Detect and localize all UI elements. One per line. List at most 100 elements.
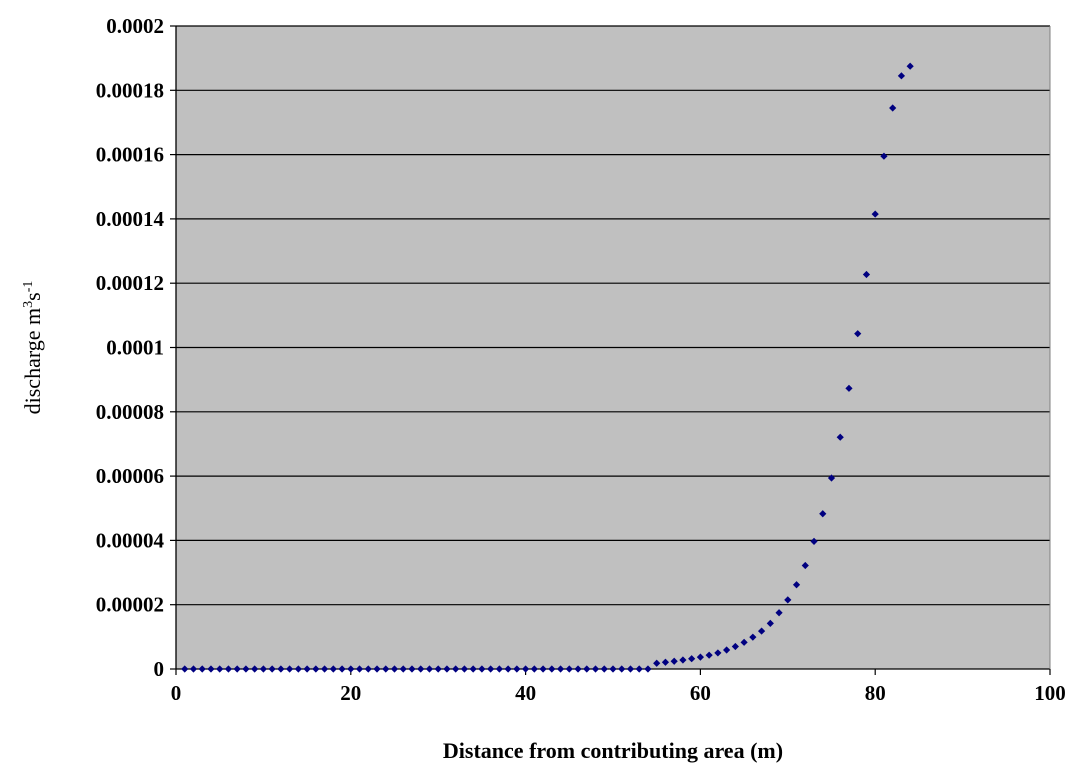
data-point [294, 665, 302, 673]
data-point [434, 665, 442, 673]
data-point [277, 665, 285, 673]
y-tick-label: 0.00008 [96, 400, 164, 424]
y-tick-label: 0.00014 [96, 207, 165, 231]
data-point [609, 665, 617, 673]
data-point [827, 474, 836, 482]
data-point [224, 665, 233, 673]
data-point [286, 665, 294, 673]
y-tick-label: 0.00006 [96, 464, 164, 488]
data-point [364, 665, 372, 673]
data-point [207, 665, 215, 673]
data-point [688, 655, 696, 663]
y-tick-label: 0.00012 [96, 271, 164, 295]
y-tick-labels: 0 0.00002 0.00004 0.00006 0.00008 0.0001 0.000… [96, 14, 165, 681]
x-tick-label: 20 [340, 681, 361, 705]
data-point [539, 665, 547, 673]
data-point [801, 561, 809, 570]
data-point [679, 656, 687, 664]
data-point [478, 665, 486, 673]
data-point [487, 665, 495, 673]
data-point [251, 665, 259, 673]
y-axis-title-sup2: -1 [21, 281, 36, 293]
y-tick-label: 0 [154, 657, 165, 681]
data-point [312, 665, 320, 673]
data-point [775, 609, 783, 617]
data-point [600, 665, 608, 673]
data-point [740, 638, 748, 646]
data-point [591, 665, 600, 673]
y-axis-title-sup1: 3 [21, 301, 36, 308]
data-point [696, 653, 704, 661]
data-point [242, 665, 250, 673]
data-point [268, 665, 276, 673]
data-point [303, 665, 311, 673]
data-point [871, 210, 879, 218]
data-point [189, 665, 198, 673]
data-point [810, 537, 818, 545]
y-axis-title: discharge m3s-1 [20, 281, 45, 415]
data-point [723, 646, 731, 654]
data-point [906, 62, 914, 70]
y-axis-title-base: discharge m [20, 308, 45, 415]
data-point [329, 665, 337, 673]
data-point [556, 665, 565, 673]
data-point [198, 665, 206, 673]
data-point [425, 665, 434, 673]
data-point [854, 330, 862, 338]
data-point [618, 665, 626, 673]
data-point [460, 665, 469, 673]
data-point [399, 665, 407, 673]
data-point [408, 665, 416, 673]
data-point [749, 633, 757, 641]
data-point [670, 657, 678, 665]
x-tick-label: 0 [171, 681, 182, 705]
data-point [216, 665, 224, 673]
data-point [757, 627, 766, 635]
data-point [355, 665, 364, 673]
data-point [338, 665, 346, 673]
y-axis-title-mid: s [20, 292, 45, 301]
data-point [181, 665, 189, 673]
data-point [766, 619, 774, 627]
data-point [417, 665, 425, 673]
x-tick-label: 40 [515, 681, 536, 705]
x-tick-labels: 0 20 40 60 80 100 [171, 681, 1066, 705]
data-point [504, 665, 512, 673]
data-point [347, 665, 355, 673]
data-point [574, 665, 582, 673]
data-point [259, 665, 267, 673]
data-point [661, 658, 670, 666]
data-point [513, 665, 521, 673]
data-point [644, 665, 652, 673]
data-point [880, 152, 888, 160]
data-point [469, 665, 477, 673]
data-point [495, 665, 503, 673]
data-point [845, 384, 853, 392]
data-point [731, 642, 739, 651]
data-point [548, 665, 556, 673]
data-point [889, 104, 897, 112]
data-point [653, 659, 661, 667]
data-point [784, 596, 792, 604]
data-point [233, 665, 241, 673]
x-tick-label: 80 [865, 681, 886, 705]
data-point [583, 665, 591, 673]
y-tick-label: 0.0001 [106, 336, 164, 360]
data-point [626, 665, 635, 673]
x-axis-title: Distance from contributing area (m) [443, 738, 783, 763]
data-point [522, 665, 530, 673]
data-point [836, 433, 844, 441]
data-point [390, 665, 399, 673]
data-point [714, 649, 722, 657]
data-point [792, 581, 801, 589]
data-points [181, 62, 914, 673]
data-point [862, 270, 871, 279]
data-point [452, 665, 460, 673]
x-tick-label: 100 [1034, 681, 1066, 705]
data-point [565, 665, 573, 673]
y-tick-label: 0.00004 [96, 528, 165, 552]
data-point [705, 651, 713, 659]
data-point [897, 72, 906, 80]
y-tick-label: 0.00002 [96, 593, 164, 617]
